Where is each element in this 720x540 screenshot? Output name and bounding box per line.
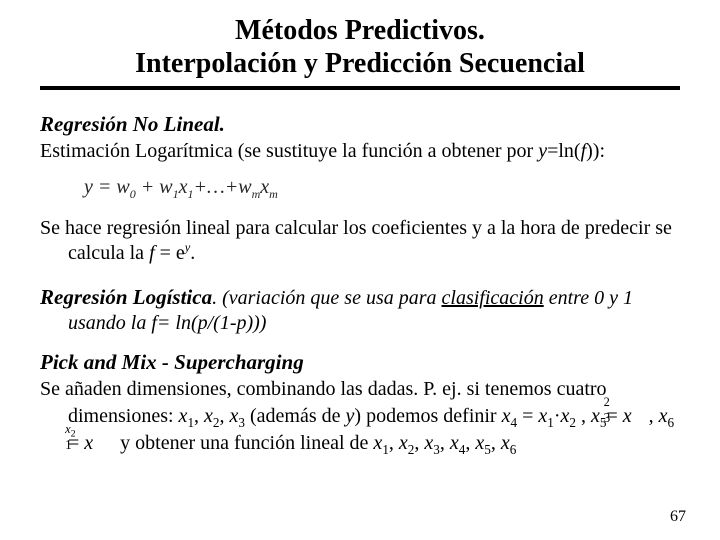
section-3-body: Se añaden dimensiones, combinando las da… [40, 377, 680, 456]
sub: 3 [433, 442, 440, 457]
page-number: 67 [670, 508, 686, 526]
linear-formula: y = w0 + w1x1+…+wmxm [84, 176, 278, 198]
section-2-heading: Regresión Logística [40, 285, 212, 309]
var-x: x [84, 432, 93, 454]
section-1-cont: Se hace regresión lineal para calcular l… [40, 216, 680, 266]
f-w: w [159, 176, 172, 198]
subsup: 23 [632, 402, 649, 422]
var-x: x [501, 432, 510, 454]
text-underlined: clasificación [442, 287, 544, 309]
text: · [554, 405, 561, 427]
text: , [576, 405, 591, 427]
f-x: x [260, 176, 269, 198]
f-w: w [238, 176, 251, 198]
var-x: x [424, 432, 433, 454]
text: . (variación que se usa para [212, 287, 441, 309]
text: y obtener una función lineal de [115, 432, 373, 454]
var-x: x [538, 405, 547, 427]
slide: Métodos Predictivos. Interpolación y Pre… [0, 0, 720, 540]
sub: 1 [187, 415, 194, 430]
text: =ln( [547, 140, 581, 162]
var-x: x [475, 432, 484, 454]
var-x: x [659, 405, 668, 427]
section-1-heading: Regresión No Lineal. [40, 112, 680, 137]
sub: 2 [408, 442, 415, 457]
f-plus: + [136, 176, 160, 198]
sub: 4 [459, 442, 466, 457]
var-x: x [399, 432, 408, 454]
slide-title: Métodos Predictivos. Interpolación y Pre… [40, 14, 680, 80]
f-w: w [116, 176, 129, 198]
sub: 2 [213, 415, 220, 430]
formula-block: y = w0 + w1x1+…+wmxm [84, 176, 680, 202]
title-divider [40, 86, 680, 90]
sub: 5 [484, 442, 491, 457]
text: = e [155, 242, 185, 264]
text: . [190, 242, 195, 264]
var-x: x [623, 405, 632, 427]
sub: 6 [510, 442, 517, 457]
text: = [517, 405, 538, 427]
f-eq: = [93, 176, 117, 198]
text: )): [586, 140, 605, 162]
title-line-2: Interpolación y Predicción Secuencial [135, 48, 585, 79]
var-x: x [373, 432, 382, 454]
sub: 3 [238, 415, 245, 430]
text: Se hace regresión lineal para calcular l… [40, 217, 672, 264]
title-line-1: Métodos Predictivos. [235, 15, 485, 46]
f-sub: m [269, 187, 278, 201]
sub: 1 [547, 415, 554, 430]
section-3-heading: Pick and Mix - Supercharging [40, 350, 680, 375]
var-x: x [591, 405, 600, 427]
var-x: x [450, 432, 459, 454]
sub: 1 [382, 442, 389, 457]
text: ) podemos definir [354, 405, 501, 427]
f-sub: m [252, 187, 261, 201]
section-1-intro: Estimación Logarítmica (se sustituye la … [40, 139, 680, 164]
f-dots: +…+ [193, 176, 238, 198]
text: Estimación Logarítmica (se sustituye la … [40, 140, 538, 162]
text: (además de [245, 405, 346, 427]
subsup: x21 [93, 429, 110, 449]
f-y: y [84, 176, 93, 198]
sub: 6 [668, 415, 675, 430]
section-2: Regresión Logística. (variación que se u… [40, 284, 680, 336]
sub: 2 [569, 415, 576, 430]
var-y: y [538, 140, 547, 162]
var-x: x [204, 405, 213, 427]
